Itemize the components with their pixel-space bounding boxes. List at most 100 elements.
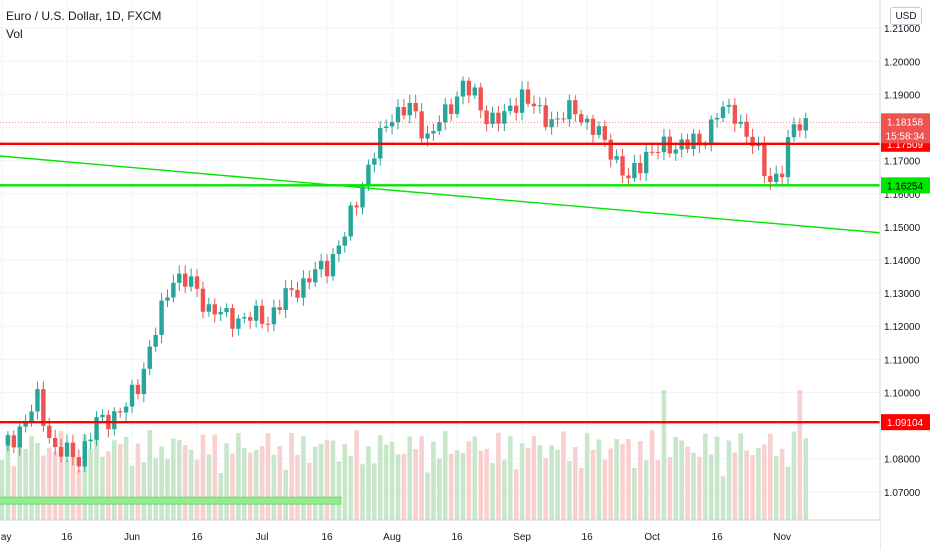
candle [691, 128, 696, 157]
candle-body [555, 118, 560, 120]
candle [330, 248, 336, 281]
candle-body [348, 205, 353, 237]
candle-body [478, 87, 483, 111]
time-tick-label: 16 [61, 532, 73, 543]
candle-body [135, 384, 141, 395]
candle [779, 165, 785, 185]
candle-body [774, 173, 779, 182]
volume-bar [135, 443, 141, 520]
candle-body [643, 151, 649, 174]
volume-bar [64, 459, 70, 520]
candle [177, 265, 182, 292]
candle [590, 114, 596, 143]
volume-bar [732, 452, 738, 520]
candles [5, 76, 808, 473]
volume-bar [129, 465, 135, 520]
candle-body [23, 420, 28, 427]
candle [129, 379, 135, 413]
candle-body [118, 411, 123, 413]
volume-bar [779, 448, 785, 520]
candle-body [791, 124, 797, 138]
candle-body [29, 411, 34, 421]
candle [354, 201, 359, 216]
volume-bar [224, 443, 229, 520]
candle [649, 143, 655, 156]
candle-body [159, 300, 164, 336]
candle-body [697, 133, 702, 146]
volume-bar [679, 440, 684, 520]
volume-bar [762, 444, 767, 520]
price-tick-label: 1.12000 [884, 322, 921, 333]
last-price-label: 1.18158 [887, 117, 924, 128]
candle-body [366, 164, 371, 187]
candle-body [726, 104, 732, 107]
volume-bar [431, 441, 436, 520]
time-tick-label: Oct [644, 532, 660, 543]
candle-body [578, 114, 584, 123]
price-tick-label: 1.15000 [884, 223, 921, 234]
candle [5, 431, 11, 452]
candle-body [11, 435, 17, 448]
grid [0, 0, 880, 520]
candle-body [165, 297, 170, 301]
candle [643, 143, 649, 181]
volume-bar [768, 433, 773, 520]
price-tick-label: 1.21000 [884, 24, 921, 35]
candle-body [443, 104, 448, 123]
candle [513, 97, 519, 121]
candle [519, 81, 525, 121]
candle-body [750, 136, 755, 147]
volume-bar [773, 456, 779, 520]
candle [383, 119, 389, 133]
candle-body [336, 245, 342, 255]
candle-body [64, 442, 70, 457]
volume-bar [708, 454, 714, 520]
currency-button[interactable]: USD [890, 7, 922, 25]
candle [283, 280, 288, 319]
volume-bar [756, 447, 761, 520]
volume-indicator-label[interactable]: Vol [6, 27, 23, 41]
candle-body [200, 288, 206, 312]
candle-body [466, 80, 472, 96]
candle [502, 103, 507, 132]
time-tick-label: 16 [712, 532, 724, 543]
candle-body [82, 441, 87, 467]
volume-bar [88, 449, 93, 520]
volume-bar [247, 452, 253, 520]
candle [100, 409, 105, 423]
candle-body [177, 273, 182, 283]
candle [29, 404, 34, 427]
price-tick-label: 1.17000 [884, 157, 921, 168]
volume-bar [389, 441, 395, 520]
price-tick-label: 1.14000 [884, 256, 921, 267]
candle-body [437, 122, 442, 132]
candle-body [531, 103, 537, 107]
candle-body [153, 335, 158, 347]
candle [407, 94, 412, 124]
volume-bar [720, 476, 726, 520]
candle-body [253, 305, 259, 321]
candle-body [342, 236, 347, 246]
volume-bar [41, 455, 46, 520]
volume-bar [738, 433, 744, 520]
volume-bar [596, 439, 602, 520]
candle [508, 97, 513, 115]
candle [484, 105, 489, 132]
volume-bar [372, 463, 377, 520]
volume-bar [206, 454, 212, 520]
price-tick-label: 1.20000 [884, 57, 921, 68]
volume-bar [567, 461, 572, 520]
candle-body [673, 149, 678, 154]
volume-bar [584, 432, 590, 520]
volume-bar [153, 457, 158, 520]
volume-bar [620, 444, 625, 520]
candle-body [608, 139, 613, 160]
volume-bar [673, 436, 679, 520]
price-label: 1.16254 [887, 181, 924, 192]
volume-bar [312, 446, 318, 520]
volume-bar [502, 459, 507, 520]
candle-body [484, 110, 489, 125]
volume-bar [271, 454, 277, 520]
